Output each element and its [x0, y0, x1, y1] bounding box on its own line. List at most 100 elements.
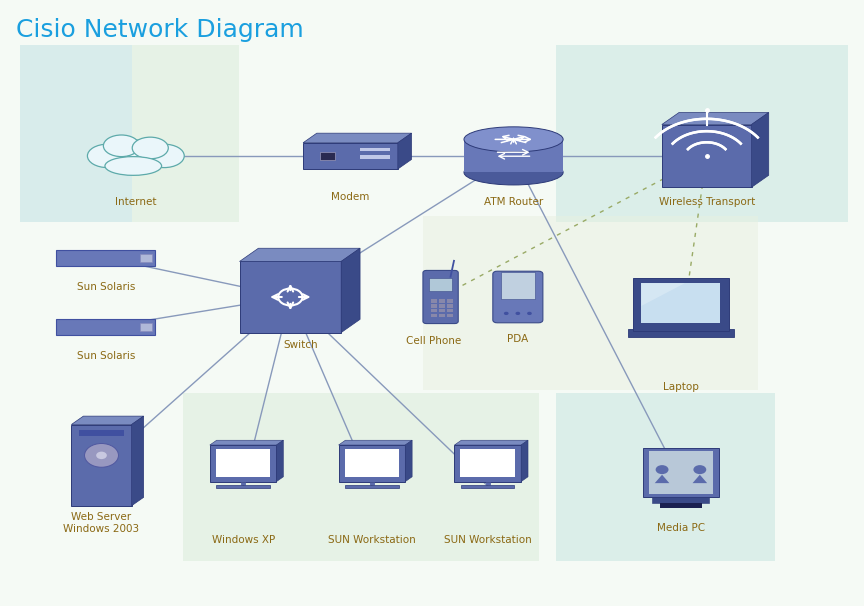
Polygon shape [341, 248, 360, 333]
FancyBboxPatch shape [140, 254, 152, 262]
FancyBboxPatch shape [662, 124, 752, 187]
Circle shape [96, 451, 107, 459]
FancyBboxPatch shape [464, 139, 563, 172]
FancyBboxPatch shape [431, 299, 436, 303]
FancyBboxPatch shape [461, 449, 515, 478]
FancyBboxPatch shape [431, 309, 436, 313]
Ellipse shape [464, 160, 563, 185]
Text: Laptop: Laptop [663, 382, 699, 392]
FancyBboxPatch shape [501, 272, 535, 299]
FancyBboxPatch shape [644, 448, 719, 498]
FancyBboxPatch shape [556, 45, 848, 222]
Text: SUN Workstation: SUN Workstation [444, 535, 531, 545]
Polygon shape [655, 474, 670, 483]
Polygon shape [339, 440, 412, 445]
FancyBboxPatch shape [440, 299, 445, 303]
Polygon shape [521, 440, 528, 482]
Polygon shape [641, 283, 685, 306]
Text: Modem: Modem [331, 192, 370, 202]
Ellipse shape [104, 135, 139, 156]
Text: Media PC: Media PC [657, 524, 705, 533]
Text: Switch: Switch [283, 340, 318, 350]
Text: SUN Workstation: SUN Workstation [328, 535, 416, 545]
FancyBboxPatch shape [140, 323, 152, 331]
Text: Windows XP: Windows XP [212, 535, 275, 545]
FancyBboxPatch shape [431, 304, 436, 308]
Circle shape [527, 311, 532, 315]
FancyBboxPatch shape [440, 309, 445, 313]
FancyBboxPatch shape [216, 449, 270, 478]
FancyBboxPatch shape [360, 148, 391, 151]
FancyBboxPatch shape [461, 485, 514, 488]
FancyBboxPatch shape [454, 445, 521, 482]
FancyBboxPatch shape [346, 485, 398, 488]
FancyBboxPatch shape [448, 304, 453, 308]
FancyBboxPatch shape [660, 504, 702, 508]
FancyBboxPatch shape [448, 314, 453, 318]
Circle shape [504, 311, 509, 315]
Ellipse shape [464, 127, 563, 152]
Polygon shape [405, 440, 412, 482]
FancyBboxPatch shape [429, 278, 452, 291]
Polygon shape [693, 474, 707, 483]
Polygon shape [752, 113, 769, 187]
Polygon shape [454, 440, 528, 445]
Circle shape [694, 465, 706, 474]
Text: Cell Phone: Cell Phone [406, 336, 461, 346]
Polygon shape [276, 440, 283, 482]
FancyBboxPatch shape [72, 425, 131, 506]
FancyBboxPatch shape [556, 393, 775, 561]
FancyBboxPatch shape [492, 271, 543, 323]
Polygon shape [131, 416, 143, 506]
Text: Cisio Network Diagram: Cisio Network Diagram [16, 18, 303, 42]
Text: Sun Solaris: Sun Solaris [77, 282, 135, 292]
Circle shape [85, 444, 118, 467]
FancyBboxPatch shape [20, 45, 238, 222]
Text: Sun Solaris: Sun Solaris [77, 351, 135, 361]
Polygon shape [397, 133, 411, 169]
FancyBboxPatch shape [217, 485, 270, 488]
FancyBboxPatch shape [183, 393, 539, 561]
Ellipse shape [109, 140, 163, 170]
FancyBboxPatch shape [303, 143, 397, 169]
Polygon shape [239, 248, 360, 261]
Ellipse shape [132, 137, 168, 159]
FancyBboxPatch shape [56, 319, 156, 335]
Polygon shape [303, 133, 411, 143]
Circle shape [656, 465, 669, 474]
FancyBboxPatch shape [641, 283, 721, 324]
Text: Internet: Internet [115, 197, 156, 207]
FancyBboxPatch shape [556, 45, 848, 222]
FancyBboxPatch shape [448, 309, 453, 313]
FancyBboxPatch shape [652, 498, 709, 504]
FancyBboxPatch shape [628, 329, 734, 337]
Ellipse shape [144, 144, 184, 168]
FancyBboxPatch shape [360, 155, 391, 159]
Polygon shape [662, 113, 769, 124]
Polygon shape [72, 416, 143, 425]
FancyBboxPatch shape [423, 216, 759, 390]
FancyBboxPatch shape [448, 299, 453, 303]
Text: Web Server
Windows 2003: Web Server Windows 2003 [63, 512, 140, 533]
FancyBboxPatch shape [440, 314, 445, 318]
FancyBboxPatch shape [556, 393, 775, 561]
FancyBboxPatch shape [632, 278, 729, 330]
FancyBboxPatch shape [423, 270, 458, 324]
FancyBboxPatch shape [239, 261, 341, 333]
FancyBboxPatch shape [339, 445, 405, 482]
Text: ATM Router: ATM Router [484, 197, 543, 207]
FancyBboxPatch shape [345, 449, 399, 478]
Polygon shape [210, 440, 283, 445]
FancyBboxPatch shape [649, 451, 714, 494]
FancyBboxPatch shape [440, 304, 445, 308]
FancyBboxPatch shape [79, 430, 124, 436]
Ellipse shape [87, 144, 128, 168]
FancyBboxPatch shape [321, 152, 335, 160]
FancyBboxPatch shape [20, 45, 131, 222]
FancyBboxPatch shape [210, 445, 276, 482]
Circle shape [516, 311, 520, 315]
FancyBboxPatch shape [56, 250, 156, 266]
FancyBboxPatch shape [431, 314, 436, 318]
Ellipse shape [105, 156, 162, 175]
Text: Wireless Transport: Wireless Transport [658, 197, 755, 207]
